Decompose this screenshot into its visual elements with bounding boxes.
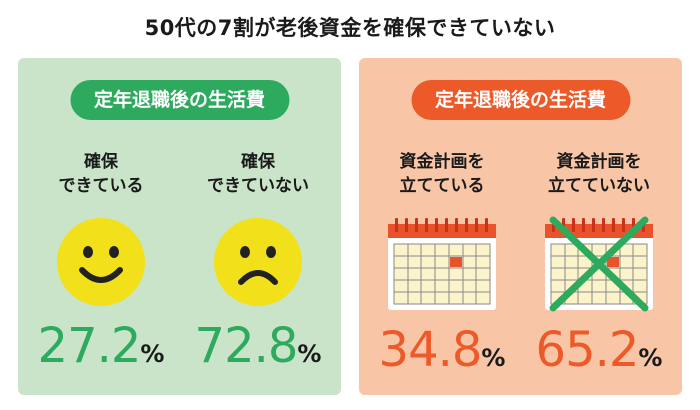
sad-face-icon xyxy=(214,218,302,306)
not-planned-column: 資金計画を 立てていない xyxy=(524,150,674,378)
secured-label: 確保 できている xyxy=(58,152,144,196)
right-panel: 定年退職後の生活費 資金計画を 立てている xyxy=(359,58,682,395)
secured-column: 確保 できている 27.2% xyxy=(26,150,176,374)
right-heading-pill: 定年退職後の生活費 xyxy=(410,80,631,120)
planned-column: 資金計画を 立てている 34.8% xyxy=(367,150,517,378)
calendar-icon xyxy=(388,218,496,310)
left-heading-pill: 定年退職後の生活費 xyxy=(69,80,290,120)
planned-percentage: 34.8% xyxy=(378,322,506,378)
not-secured-label: 確保 できていない xyxy=(207,152,309,196)
not-secured-percentage: 72.8% xyxy=(194,318,322,374)
crossed-calendar-icon xyxy=(545,216,653,312)
left-panel: 定年退職後の生活費 確保 できている 27.2% 確保 できていない 72.8% xyxy=(18,58,341,395)
cross-mark-icon xyxy=(549,216,649,312)
not-secured-column: 確保 できていない 72.8% xyxy=(183,150,333,374)
secured-percentage: 27.2% xyxy=(37,318,165,374)
smiley-face-icon xyxy=(57,218,145,306)
not-planned-label: 資金計画を 立てていない xyxy=(548,152,650,196)
not-planned-percentage: 65.2% xyxy=(535,322,663,378)
page-title: 50代の7割が老後資金を確保できていない xyxy=(144,16,556,40)
planned-label: 資金計画を 立てている xyxy=(399,152,485,196)
